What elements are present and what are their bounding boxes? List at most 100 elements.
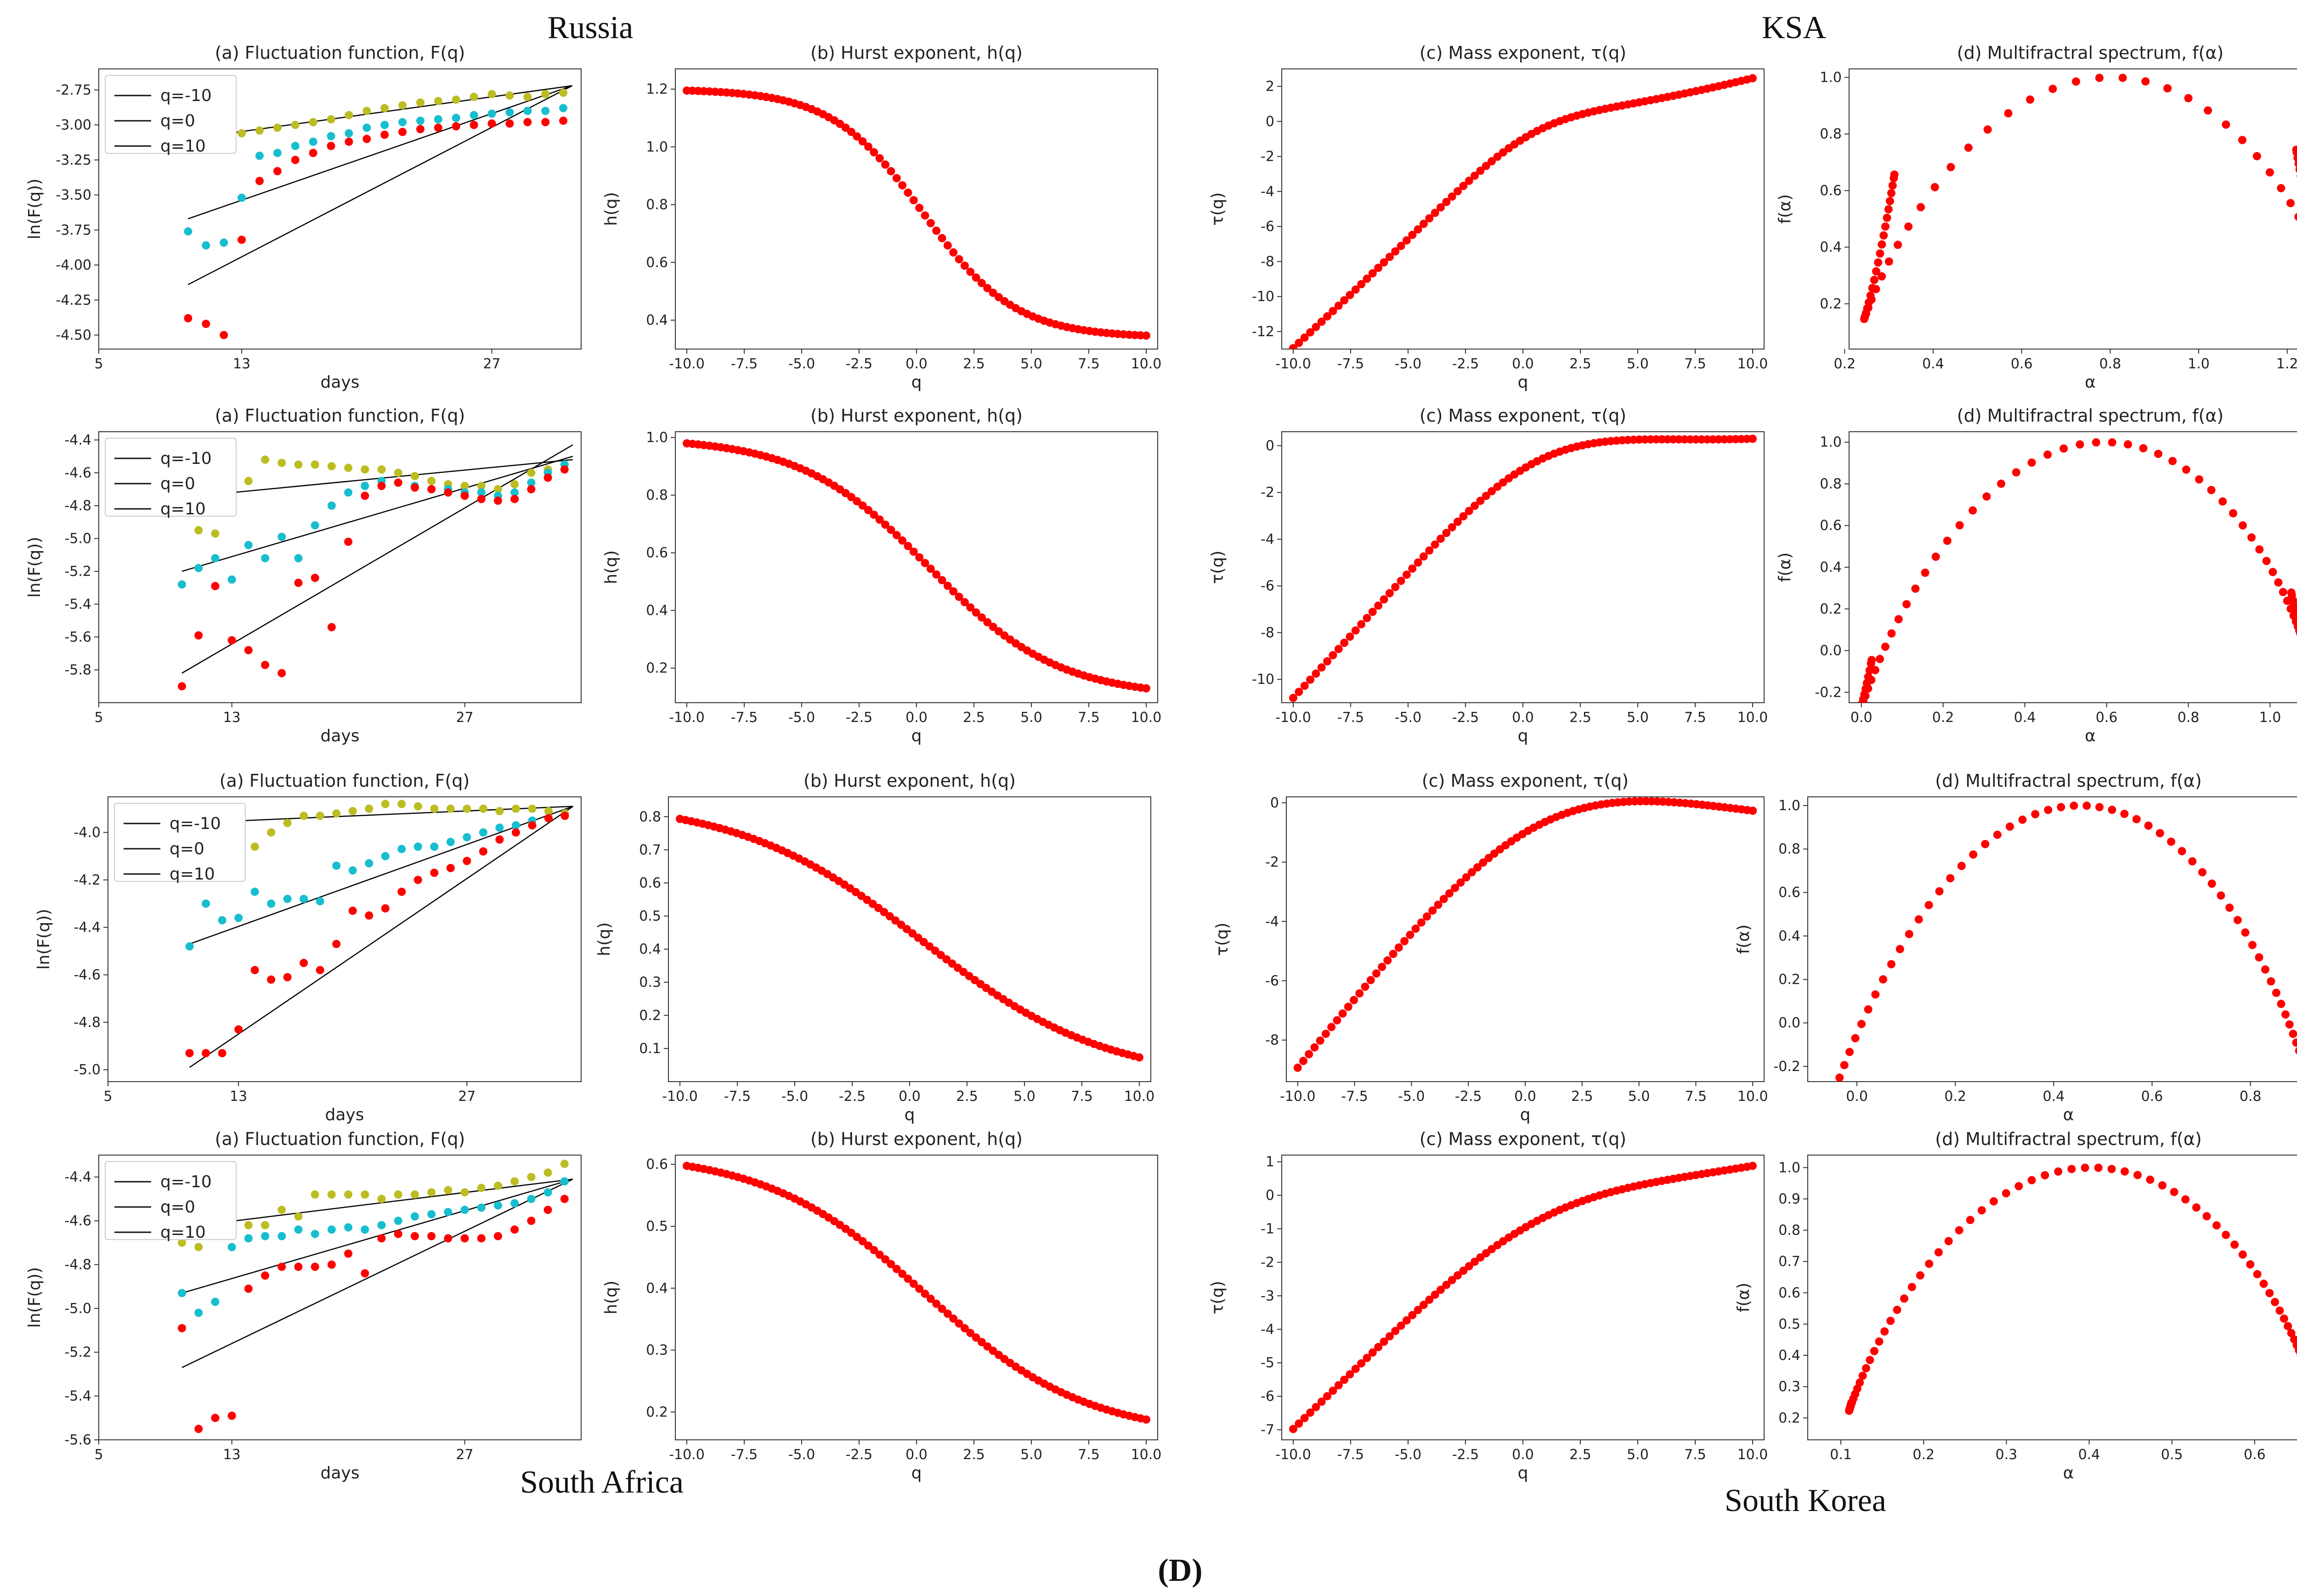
data-point — [2057, 803, 2065, 812]
data-point — [2207, 880, 2216, 888]
data-point — [2004, 109, 2013, 118]
data-point — [2195, 475, 2204, 484]
data-point — [1419, 1301, 1428, 1309]
data-point — [2081, 1163, 2089, 1172]
data-point — [880, 908, 888, 916]
data-point — [2132, 815, 2141, 823]
data-point-q0 — [470, 111, 478, 119]
data-point-q10 — [361, 1269, 369, 1278]
x-tick-label: 5 — [94, 710, 103, 726]
data-point-q0 — [185, 942, 194, 951]
y-tick-label: 0.8 — [1778, 1223, 1800, 1239]
data-point — [1658, 435, 1666, 444]
data-point — [1310, 1043, 1319, 1052]
x-tick-label: 0.0 — [905, 1447, 928, 1463]
data-point — [2139, 444, 2148, 452]
data-point — [1355, 989, 1364, 998]
data-point — [1482, 162, 1490, 170]
data-point — [1921, 569, 1929, 577]
data-point — [1363, 1353, 1371, 1362]
data-point — [1868, 284, 1877, 293]
y-tick-label: -4.6 — [64, 465, 91, 481]
data-point — [1872, 267, 1880, 276]
data-point-q10 — [477, 495, 486, 503]
data-point — [1414, 1306, 1422, 1314]
x-tick-label: 5.0 — [1628, 1088, 1650, 1105]
axes-frame — [1281, 68, 1765, 350]
data-point — [1957, 862, 1966, 870]
x-tick-label: 7.5 — [1684, 710, 1706, 726]
data-point-q10 — [178, 1324, 187, 1332]
data-point — [1306, 1408, 1315, 1417]
data-point — [1402, 1316, 1411, 1325]
data-point-q10 — [377, 482, 386, 490]
y-axis-label: τ(q) — [1213, 923, 1232, 956]
y-tick-label: 0.3 — [639, 975, 661, 991]
data-point — [1431, 1291, 1439, 1299]
data-point — [2277, 999, 2286, 1008]
data-point — [2108, 806, 2116, 814]
data-point-q10 — [528, 821, 537, 829]
data-point-q10 — [283, 973, 292, 981]
data-point — [2158, 1181, 2167, 1190]
data-point-q10 — [394, 478, 402, 487]
y-tick-label: -4.4 — [64, 1169, 91, 1185]
data-point-q0 — [495, 823, 504, 832]
data-point — [2154, 450, 2162, 458]
data-point-q10 — [487, 119, 496, 128]
data-point — [1697, 435, 1706, 444]
data-point — [1748, 1162, 1757, 1170]
plot-area — [1289, 434, 1757, 702]
data-point — [1977, 1206, 1986, 1215]
data-point — [2269, 568, 2277, 576]
data-point — [2262, 557, 2271, 565]
data-point — [1357, 1359, 1366, 1368]
data-point-q0 — [510, 1199, 519, 1207]
data-point-q10 — [294, 1263, 303, 1271]
y-tick-label: -5.6 — [64, 1432, 91, 1448]
data-point-q0 — [493, 1201, 502, 1210]
data-point — [2054, 1167, 2063, 1176]
data-point — [2253, 1270, 2262, 1279]
data-point — [2255, 953, 2263, 962]
x-tick-label: 2.5 — [1571, 1088, 1593, 1105]
data-point-q0 — [344, 488, 353, 497]
data-point — [2067, 1165, 2076, 1173]
axes-frame — [675, 431, 1158, 703]
data-point — [921, 1289, 929, 1298]
data-point — [1295, 338, 1303, 347]
data-point — [1445, 889, 1454, 898]
x-tick-label: 2.5 — [963, 1447, 985, 1463]
data-point — [892, 174, 901, 182]
data-point — [874, 903, 883, 912]
x-tick-label: 0.0 — [1514, 1088, 1536, 1105]
data-point-q0 — [238, 193, 246, 202]
data-point — [2014, 1182, 2023, 1190]
data-point — [892, 1264, 901, 1273]
data-point — [1955, 1226, 1963, 1235]
x-tick-label: -7.5 — [1337, 356, 1364, 372]
x-tick-label: 7.5 — [1071, 1088, 1093, 1105]
y-tick-label: 0.1 — [639, 1041, 661, 1057]
y-tick-label: 0 — [1266, 438, 1274, 454]
data-point-q10 — [344, 1249, 353, 1258]
data-point — [1295, 688, 1303, 696]
data-point — [2265, 1289, 2274, 1297]
data-point — [2048, 85, 2057, 93]
data-point-q0 — [541, 107, 550, 115]
legend-entry: q=-10 — [170, 814, 221, 833]
data-point — [1476, 166, 1485, 175]
data-point — [1425, 1295, 1434, 1304]
x-tick-label: -7.5 — [731, 710, 758, 726]
y-tick-label: 0.8 — [1820, 126, 1842, 142]
x-tick-label: 2.5 — [1569, 356, 1591, 372]
y-tick-label: 0.4 — [639, 942, 661, 958]
data-point-q0 — [311, 521, 319, 530]
data-point — [1914, 915, 1923, 924]
data-point-q-10 — [470, 93, 478, 101]
data-point-q0 — [291, 141, 300, 150]
y-tick-label: 0.4 — [646, 312, 668, 328]
data-point-q10 — [479, 847, 487, 856]
data-point-q-10 — [434, 97, 442, 106]
data-point-q-10 — [527, 1173, 536, 1181]
